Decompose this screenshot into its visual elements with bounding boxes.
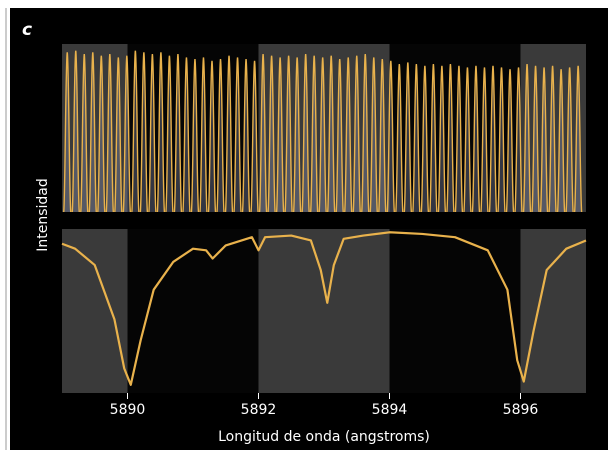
x-tick-label: 5896: [503, 402, 539, 418]
chart: c Intensidad Longitud de onda (angstroms…: [0, 0, 616, 458]
x-tick-label: 5892: [241, 402, 277, 418]
x-axis-label: Longitud de onda (angstroms): [218, 429, 430, 445]
band: [259, 229, 390, 393]
band: [521, 229, 587, 393]
x-tick-label: 5894: [372, 402, 408, 418]
band: [390, 229, 521, 393]
x-tick-label: 5890: [110, 402, 146, 418]
panel-label: c: [22, 20, 32, 40]
band: [62, 229, 128, 393]
y-axis-label: Intensidad: [35, 178, 51, 252]
